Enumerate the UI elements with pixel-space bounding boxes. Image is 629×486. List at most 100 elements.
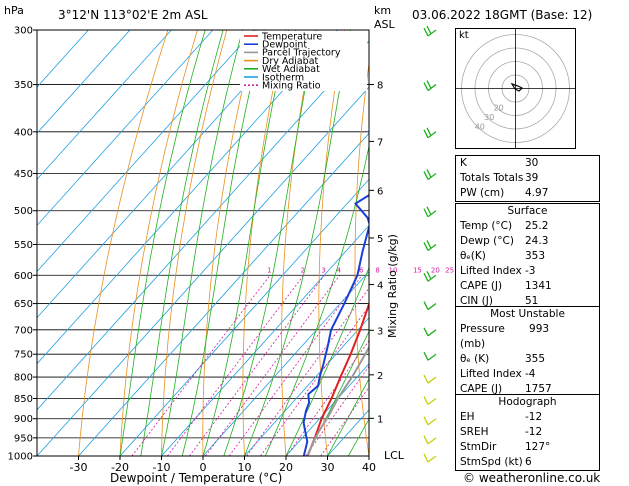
km-tick-label: 8 [377,81,383,92]
wind-barb-flag [423,272,429,282]
wind-barb-flag [423,27,429,37]
temperature-tick-label: 10 [238,461,252,474]
km-tick-label: 3 [377,326,383,337]
isotherm-line [37,30,214,227]
hodograph-panel: kt 20 30 40 [455,28,576,149]
hpa-label: hPa [4,4,24,17]
pressure-tick-label: 650 [14,299,33,310]
surface-value: 51 [525,295,539,307]
x-axis-label: Dewpoint / Temperature (°C) [110,471,283,485]
hodo-label: EH [460,411,475,423]
wind-barb [427,131,437,139]
mixing-ratio-line [320,386,369,456]
mixing-ratio-line [131,275,271,456]
mixing-ratio-tick-label: 6 [359,266,364,274]
km-tick-label: 5 [377,234,383,245]
mixing-ratio-line [305,365,369,456]
wind-barb [427,274,437,282]
index-value: 39 [525,172,539,184]
hodo-value: -12 [525,426,543,438]
mixing-ratio-tick-label: 2 [301,266,305,274]
mixing-ratio-tick-label: 1 [267,266,271,274]
temperature-tick-label: 40 [362,461,376,474]
isotherm-line [285,363,369,456]
temperature-tick-label: -30 [70,461,88,474]
wind-barb [427,376,437,384]
dry-adiabat-line [354,60,369,456]
hodograph-kt-label: kt [459,30,469,41]
legend-label: Isotherm [262,72,304,83]
datetime-title: 03.06.2022 18GMT (Base: 12) [412,8,593,22]
pressure-tick-label: 550 [14,240,33,251]
wet-adiabat-line [306,330,369,456]
surface-value: -3 [525,265,536,277]
index-label: PW (cm) [460,187,505,199]
legend-box [240,31,367,91]
temperature-tick-label: -10 [153,461,171,474]
credit-text: © weatheronline.co.uk [463,471,601,485]
unstable-value: 1757 [525,383,552,395]
surface-label: θₑ(K) [460,250,486,262]
hodo-label: StmDir [460,441,497,453]
wet-adiabat-line [161,30,243,456]
dry-adiabat-line [119,30,198,456]
mixing-ratio-line [228,275,363,456]
mixing-ratio-axis-label: Mixing Ratio (g/kg) [386,234,399,338]
isotherm-line [37,86,369,456]
wind-barb [427,84,437,92]
index-label: K [460,157,467,169]
surface-value: 353 [525,250,546,262]
series-temperature [306,301,369,456]
wind-barb-flag [423,327,429,337]
legend-label: Dry Adiabat [262,56,319,67]
hodo-value: 127° [525,441,551,453]
wind-barb-flag [423,374,429,384]
wind-barb [427,418,437,426]
wind-barb-flag [426,240,432,249]
wind-barb-flag [423,208,429,218]
surface-label: CAPE (J) [460,280,503,292]
wet-adiabat-line [181,30,265,456]
isotherm-line [37,30,255,273]
wind-barb-flag [423,129,429,139]
dry-adiabat-line [78,30,169,456]
hodo-row: EH -12 [456,410,599,425]
hodograph-ring-label: 40 [475,122,485,131]
unstable-row: CAPE (J) 1757 [456,382,599,397]
isotherm-line [37,30,338,365]
surface-value: 25.2 [525,220,549,232]
mixing-ratio-line [260,305,369,456]
wind-barb-flag [423,351,429,361]
isotherm-line [37,30,297,319]
wind-barb-flag [423,242,429,251]
wet-adiabat-line [119,30,206,456]
legend-label: Temperature [261,31,322,42]
wind-barb-flag [423,453,429,463]
pressure-tick-label: 1000 [8,452,33,463]
km-label: km [374,4,392,17]
pressure-tick-label: 400 [14,127,33,138]
wind-barb-flag [426,80,432,89]
hodograph-trace [510,82,524,92]
dry-adiabat-line [318,30,345,456]
legend-label: Mixing Ratio [262,81,321,92]
mixing-ratio-tick-label: 25 [445,266,454,274]
legend-label: Wet Adiabat [262,64,320,75]
isotherm-line [78,132,369,456]
index-row: Totals Totals 39 [456,171,599,186]
surface-row: Temp (°C) 25.2 [456,219,599,234]
hodograph-ring-label: 30 [484,113,494,122]
wind-barb-flag [423,435,429,445]
isotherm-line [37,40,369,411]
wet-adiabat-line [244,30,351,456]
wind-barb [427,172,437,180]
pressure-tick-label: 450 [14,169,33,180]
pressure-tick-label: 950 [14,433,33,444]
unstable-row: θₑ (K) 355 [456,352,599,367]
pressure-tick-label: 300 [14,26,33,37]
hodo-value: -12 [525,411,543,423]
surface-title: Surface [507,205,548,217]
mixing-ratio-tick-label: 10 [388,266,397,274]
series-dewpoint [302,131,369,456]
surface-label: CIN (J) [460,295,493,307]
